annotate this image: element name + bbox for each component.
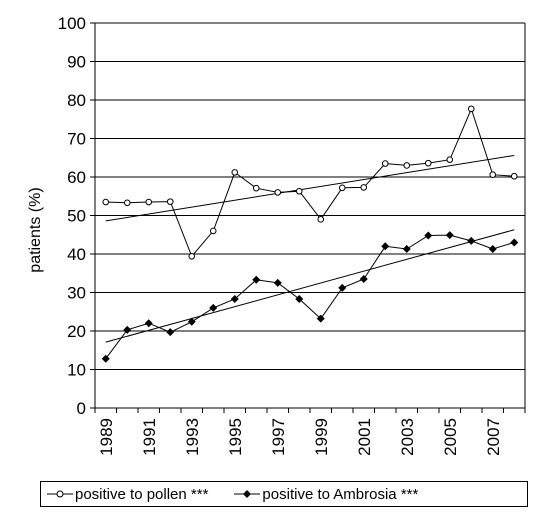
- legend: positive to pollen *** positive to Ambro…: [40, 481, 528, 507]
- point-ambrosia-2000: [338, 283, 347, 292]
- point-ambrosia-1998: [295, 295, 304, 304]
- point-pollen-1990: [123, 199, 131, 207]
- y-tick-label-30: 30: [67, 284, 86, 303]
- x-tick-label-1991: 1991: [140, 418, 159, 456]
- grid-lines: [90, 22, 526, 413]
- x-tick-label-1999: 1999: [312, 418, 331, 456]
- point-ambrosia-2002: [381, 242, 390, 251]
- point-pollen-1992: [166, 198, 174, 205]
- trend-line-pollen: [105, 154, 515, 222]
- y-tick-label-40: 40: [67, 245, 86, 264]
- point-ambrosia-1993: [187, 317, 196, 326]
- y-tick-label-90: 90: [67, 53, 86, 72]
- point-pollen-2003: [403, 162, 411, 169]
- point-pollen-2006: [467, 105, 475, 113]
- y-tick-label-80: 80: [67, 91, 86, 110]
- legend-item-ambrosia: positive to Ambrosia ***: [234, 486, 418, 503]
- x-tick-labels: 1989 1991 1993 1995 1997 1999 2001 2003 2005 2007: [97, 418, 503, 456]
- y-tick-label-70: 70: [67, 130, 86, 149]
- point-ambrosia-2001: [359, 275, 368, 284]
- trend-line-ambrosia: [105, 229, 515, 343]
- x-tick-label-1993: 1993: [183, 418, 202, 456]
- point-pollen-1998: [295, 187, 303, 195]
- legend-label-pollen: positive to pollen ***: [75, 485, 209, 503]
- point-pollen-2008: [510, 172, 518, 180]
- open-circle-marker-icon: [47, 490, 73, 498]
- x-tick-label-1989: 1989: [97, 418, 116, 456]
- y-tick-label-100: 100: [58, 14, 86, 33]
- point-ambrosia-1991: [144, 319, 153, 328]
- point-ambrosia-1996: [252, 275, 261, 284]
- point-pollen-2001: [360, 184, 368, 191]
- point-ambrosia-1997: [273, 278, 282, 287]
- y-tick-label-10: 10: [67, 361, 86, 380]
- point-ambrosia-2004: [424, 231, 433, 240]
- point-ambrosia-2005: [445, 231, 454, 240]
- point-ambrosia-1999: [316, 314, 325, 323]
- y-tick-labels: 0 10 20 30 40 50 60 70 80 90 100: [58, 14, 86, 418]
- trend-lines: [105, 154, 515, 343]
- point-ambrosia-1989: [101, 354, 110, 363]
- filled-diamond-marker-icon: [234, 490, 261, 498]
- legend-label-ambrosia: positive to Ambrosia ***: [262, 485, 419, 503]
- point-ambrosia-1992: [166, 328, 175, 337]
- x-tick-label-1995: 1995: [226, 418, 245, 456]
- y-tick-label-60: 60: [67, 168, 86, 187]
- point-ambrosia-2008: [510, 238, 519, 247]
- point-pollen-1999: [317, 216, 325, 223]
- point-pollen-2002: [381, 160, 389, 167]
- point-pollen-1989: [102, 198, 110, 206]
- point-pollen-1995: [231, 169, 239, 176]
- point-pollen-2000: [338, 184, 346, 192]
- legend-item-pollen: positive to pollen ***: [47, 486, 208, 503]
- point-pollen-1997: [274, 189, 282, 196]
- x-tick-label-2001: 2001: [355, 418, 374, 456]
- x-tick-label-1997: 1997: [269, 418, 288, 456]
- y-tick-label-50: 50: [67, 207, 86, 226]
- point-pollen-2007: [489, 171, 497, 178]
- point-ambrosia-1990: [123, 325, 132, 334]
- point-pollen-1994: [209, 227, 217, 235]
- point-ambrosia-2007: [488, 244, 497, 253]
- point-pollen-1993: [188, 253, 196, 260]
- series-markers: [101, 105, 519, 363]
- point-ambrosia-1994: [209, 303, 218, 312]
- y-tick-label-0: 0: [77, 399, 86, 418]
- point-pollen-1996: [252, 184, 260, 192]
- series-line-pollen: [105, 107, 515, 258]
- y-axis-label: patients (%): [27, 187, 44, 272]
- point-ambrosia-2003: [402, 244, 411, 253]
- point-ambrosia-2006: [467, 236, 476, 245]
- series-lines: [105, 107, 515, 359]
- point-pollen-2005: [446, 156, 454, 163]
- point-ambrosia-1995: [230, 295, 239, 304]
- point-pollen-2004: [424, 159, 432, 167]
- x-tick-label-2007: 2007: [484, 418, 503, 456]
- x-tick-label-2005: 2005: [441, 418, 460, 456]
- y-tick-label-20: 20: [67, 322, 86, 341]
- point-pollen-1991: [145, 198, 153, 206]
- x-tick-label-2003: 2003: [398, 418, 417, 456]
